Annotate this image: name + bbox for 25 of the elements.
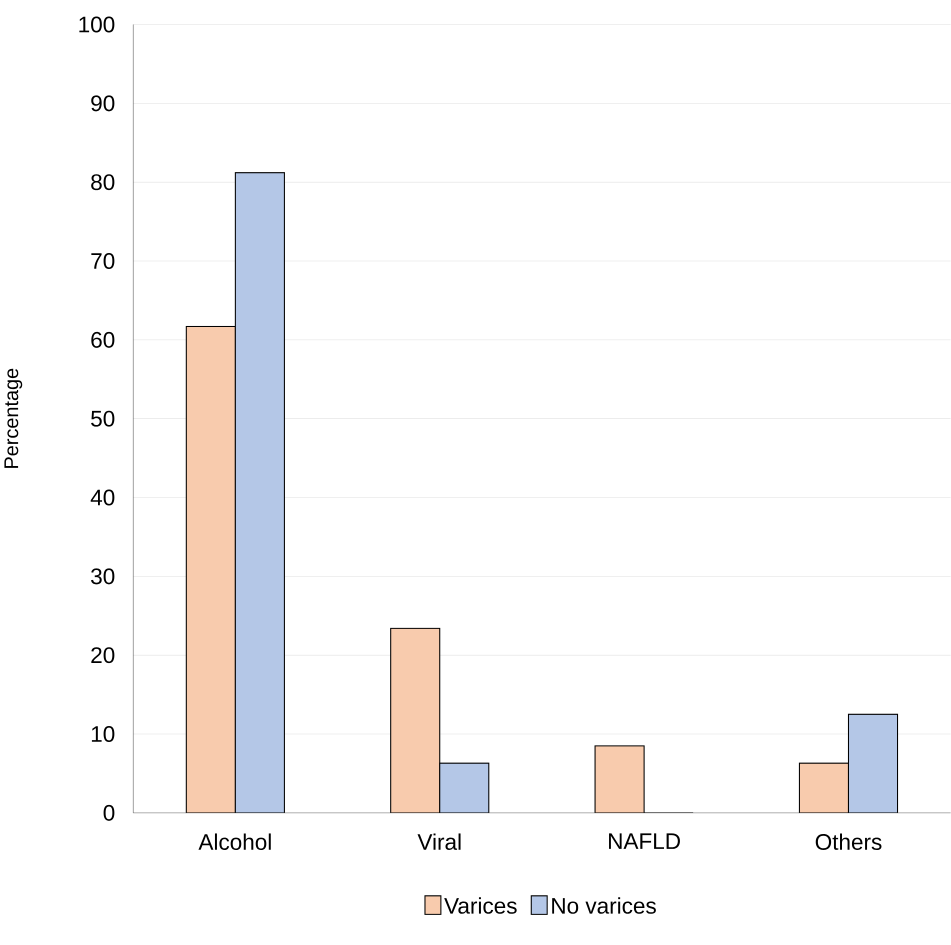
x-tick-label: Viral — [418, 833, 461, 850]
y-tick-label: 90 — [91, 95, 114, 112]
y-tick-label: 80 — [91, 174, 114, 190]
x-tick-label: NAFLD — [609, 833, 680, 849]
bar — [234, 172, 285, 813]
y-tick-label: 10 — [92, 726, 114, 742]
y-tick-label: 100 — [79, 16, 114, 32]
bar — [390, 628, 440, 813]
y-tick-label: 70 — [91, 253, 114, 269]
bar — [798, 762, 850, 813]
legend-label: No varices — [552, 897, 656, 914]
x-tick-label: Alcohol — [198, 833, 271, 850]
y-tick-label: 60 — [91, 332, 114, 348]
legend-label: Varices — [444, 897, 517, 914]
y-tick-label: 50 — [91, 410, 114, 427]
y-tick-label: 30 — [91, 568, 114, 584]
bar — [848, 714, 898, 813]
y-tick-label: 40 — [90, 490, 114, 506]
bar — [186, 326, 236, 813]
bar — [439, 762, 490, 813]
x-tick-label: Others — [816, 833, 882, 850]
bar — [594, 745, 645, 813]
y-axis-title: Percentage — [4, 368, 22, 468]
y-tick-label: 20 — [91, 647, 114, 664]
y-tick-label: 0 — [104, 804, 114, 821]
